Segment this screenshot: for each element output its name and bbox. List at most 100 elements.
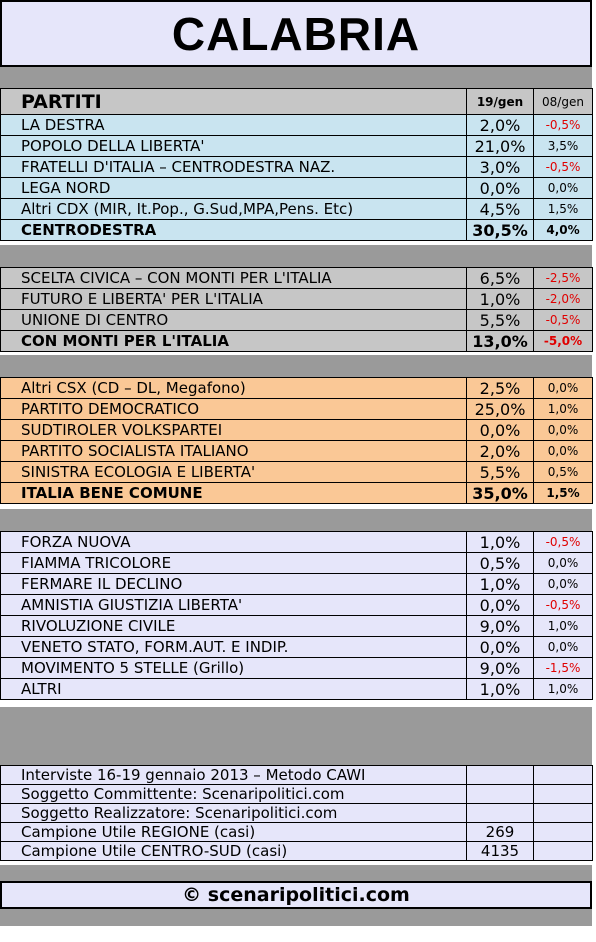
party-value: 0,0% [466,594,534,616]
coalition-delta: 4,0% [533,219,593,241]
separator-band [0,909,592,926]
info-label: Soggetto Committente: Scenaripolitici.co… [0,784,467,804]
party-value: 3,0% [466,156,534,178]
table-row: MOVIMENTO 5 STELLE (Grillo) 9,0% -1,5% [0,657,593,679]
coalition-name: ITALIA BENE COMUNE [0,482,467,504]
info-empty [533,784,593,804]
title-banner: CALABRIA [0,0,592,67]
survey-info-table: Interviste 16-19 gennaio 2013 – Metodo C… [0,765,593,861]
party-value: 9,0% [466,657,534,679]
table-row: SINISTRA ECOLOGIA E LIBERTA' 5,5% 0,5% [0,461,593,483]
party-name: FERMARE IL DECLINO [0,573,467,595]
info-row: Interviste 16-19 gennaio 2013 – Metodo C… [0,765,593,785]
info-value: 269 [466,822,534,842]
party-value: 0,0% [466,177,534,199]
party-name: FORZA NUOVA [0,531,467,553]
party-value: 5,5% [466,309,534,331]
party-value: 9,0% [466,615,534,637]
table-row: SCELTA CIVICA – CON MONTI PER L'ITALIA 6,… [0,267,593,289]
party-name: AMNISTIA GIUSTIZIA LIBERTA' [0,594,467,616]
info-row: Soggetto Realizzatore: Scenaripolitici.c… [0,803,593,823]
header-previous-date: 08/gen [533,88,593,115]
party-delta: 0,0% [533,177,593,199]
party-name: FRATELLI D'ITALIA – CENTRODESTRA NAZ. [0,156,467,178]
info-row: Soggetto Committente: Scenaripolitici.co… [0,784,593,804]
party-value: 2,0% [466,114,534,136]
separator-band [0,67,592,88]
table-row: UNIONE DI CENTRO 5,5% -0,5% [0,309,593,331]
party-value: 21,0% [466,135,534,157]
party-value: 0,0% [466,636,534,658]
info-value [466,803,534,823]
party-value: 5,5% [466,461,534,483]
info-row: Campione Utile CENTRO-SUD (casi) 4135 [0,841,593,861]
table-row: FORZA NUOVA 1,0% -0,5% [0,531,593,553]
party-name: SCELTA CIVICA – CON MONTI PER L'ITALIA [0,267,467,289]
party-name: PARTITO SOCIALISTA ITALIANO [0,440,467,462]
info-value [466,765,534,785]
party-value: 6,5% [466,267,534,289]
table-row: ALTRI 1,0% 1,0% [0,678,593,700]
coalition-total-row: CENTRODESTRA 30,5% 4,0% [0,219,593,241]
info-value: 4135 [466,841,534,861]
coalition-name: CENTRODESTRA [0,219,467,241]
table-row: PARTITO DEMOCRATICO 25,0% 1,0% [0,398,593,420]
party-delta: 0,0% [533,636,593,658]
party-value: 0,5% [466,552,534,574]
table-row: RIVOLUZIONE CIVILE 9,0% 1,0% [0,615,593,637]
party-name: LEGA NORD [0,177,467,199]
table-row: VENETO STATO, FORM.AUT. E INDIP. 0,0% 0,0% [0,636,593,658]
info-row: Campione Utile REGIONE (casi) 269 [0,822,593,842]
info-value [466,784,534,804]
party-value: 0,0% [466,419,534,441]
coalition-delta: -5,0% [533,330,593,352]
party-delta: 1,5% [533,198,593,220]
party-delta: 3,5% [533,135,593,157]
party-name: Altri CDX (MIR, It.Pop., G.Sud,MPA,Pens.… [0,198,467,220]
party-name: ALTRI [0,678,467,700]
party-name: PARTITO DEMOCRATICO [0,398,467,420]
party-value: 2,0% [466,440,534,462]
coalition-value: 35,0% [466,482,534,504]
separator-band [0,509,592,531]
party-value: 4,5% [466,198,534,220]
separator-band [0,245,592,267]
party-name: FUTURO E LIBERTA' PER L'ITALIA [0,288,467,310]
header-current-date: 19/gen [466,88,534,115]
party-name: MOVIMENTO 5 STELLE (Grillo) [0,657,467,679]
info-empty [533,841,593,861]
copyright-text: © scenaripolitici.com [182,884,410,906]
party-name: Altri CSX (CD – DL, Megafono) [0,377,467,399]
info-empty [533,822,593,842]
coalition-value: 30,5% [466,219,534,241]
table-row: LA DESTRA 2,0% -0,5% [0,114,593,136]
party-delta: -2,0% [533,288,593,310]
party-name: SUDTIROLER VOLKSPARTEI [0,419,467,441]
party-name: SINISTRA ECOLOGIA E LIBERTA' [0,461,467,483]
party-value: 25,0% [466,398,534,420]
table-row: FUTURO E LIBERTA' PER L'ITALIA 1,0% -2,0% [0,288,593,310]
party-delta: 0,0% [533,440,593,462]
party-name: VENETO STATO, FORM.AUT. E INDIP. [0,636,467,658]
party-delta: 0,0% [533,573,593,595]
info-label: Soggetto Realizzatore: Scenaripolitici.c… [0,803,467,823]
party-delta: 1,0% [533,678,593,700]
table-row: Altri CDX (MIR, It.Pop., G.Sud,MPA,Pens.… [0,198,593,220]
party-value: 1,0% [466,288,534,310]
party-delta: -0,5% [533,531,593,553]
party-delta: 0,0% [533,419,593,441]
party-name: LA DESTRA [0,114,467,136]
copyright-banner: © scenaripolitici.com [0,881,592,909]
table-row: AMNISTIA GIUSTIZIA LIBERTA' 0,0% -0,5% [0,594,593,616]
party-value: 1,0% [466,531,534,553]
coalition-name: CON MONTI PER L'ITALIA [0,330,467,352]
party-delta: -0,5% [533,309,593,331]
party-delta: 0,5% [533,461,593,483]
coalition-total-row: ITALIA BENE COMUNE 35,0% 1,5% [0,482,593,504]
centrosinistra-table: Altri CSX (CD – DL, Megafono) 2,5% 0,0% PA… [0,377,593,504]
separator-band [0,355,592,377]
table-row: FIAMMA TRICOLORE 0,5% 0,0% [0,552,593,574]
info-empty [533,765,593,785]
info-label: Campione Utile REGIONE (casi) [0,822,467,842]
